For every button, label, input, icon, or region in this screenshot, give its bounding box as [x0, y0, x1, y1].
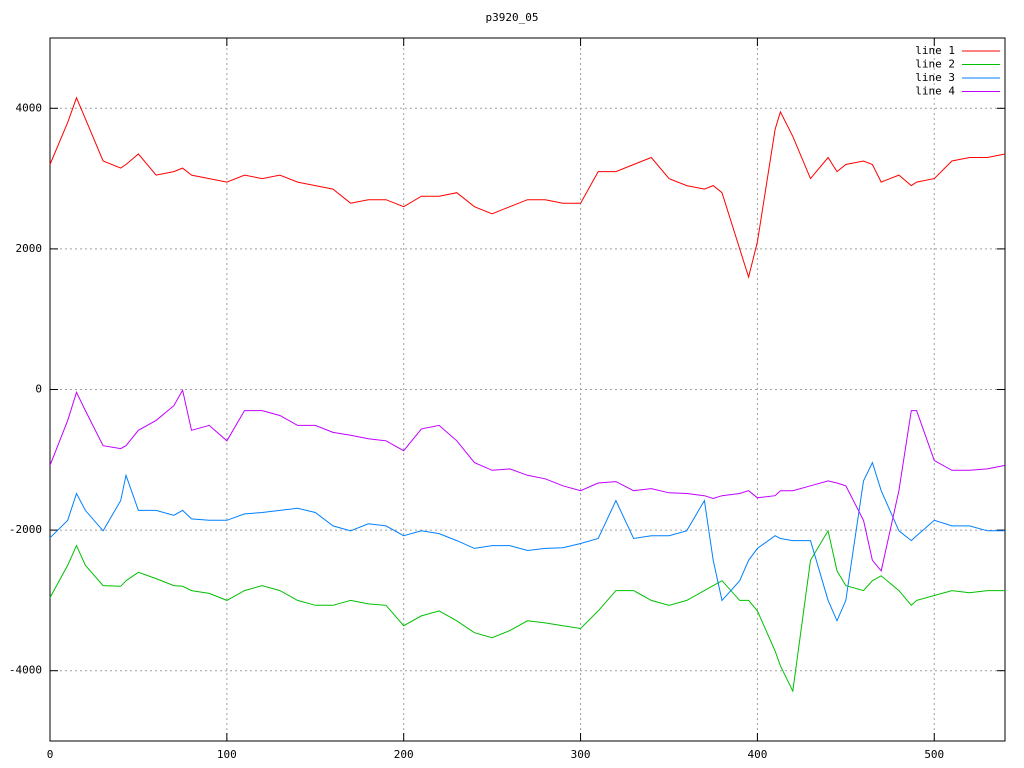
- legend-label: line 4: [915, 85, 955, 98]
- y-tick-label: 0: [35, 383, 42, 396]
- data-line: [49, 461, 1005, 623]
- y-tick-label: -2000: [9, 523, 42, 536]
- legend-label: line 1: [915, 44, 955, 57]
- data-line: [49, 529, 1005, 693]
- plot-border: [49, 37, 1006, 742]
- legend-label: line 3: [915, 71, 955, 84]
- y-tick-label: -4000: [9, 664, 42, 677]
- x-tick-label: 0: [47, 748, 54, 761]
- legend-label: line 2: [915, 58, 955, 71]
- x-tick-label: 200: [394, 748, 414, 761]
- x-tick-label: 100: [217, 748, 237, 761]
- chart-title: p3920_05: [486, 11, 539, 24]
- x-tick-label: 300: [571, 748, 591, 761]
- data-line: [49, 96, 1006, 279]
- x-tick-label: 500: [924, 748, 944, 761]
- y-tick-label: 4000: [16, 101, 43, 114]
- x-tick-label: 400: [747, 748, 767, 761]
- data-line: [49, 388, 1006, 573]
- y-tick-label: 2000: [16, 242, 43, 255]
